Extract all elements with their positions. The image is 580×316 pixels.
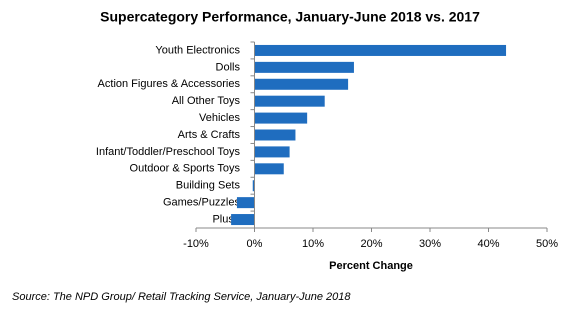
x-tick-label: -10%: [183, 238, 209, 250]
x-tick-label: 10%: [302, 238, 324, 250]
y-tick-label: Infant/Toddler/Preschool Toys: [96, 146, 241, 158]
y-tick-label: Youth Electronics: [155, 44, 240, 56]
x-tick-label: 0%: [247, 238, 263, 250]
y-tick-label: Dolls: [216, 61, 241, 73]
bar: [254, 129, 296, 141]
y-tick-label: Vehicles: [199, 112, 240, 124]
bar: [254, 95, 325, 107]
x-tick-label: 40%: [477, 238, 499, 250]
x-tick-label: 50%: [536, 238, 558, 250]
bar: [254, 146, 290, 158]
bar: [252, 180, 255, 192]
bar: [254, 61, 354, 73]
y-tick-label: Action Figures & Accessories: [98, 78, 241, 90]
y-tick-label: Arts & Crafts: [178, 129, 241, 141]
bar: [254, 112, 308, 124]
y-tick-label: Outdoor & Sports Toys: [130, 163, 241, 175]
x-axis-label: Percent Change: [329, 260, 413, 272]
bar: [236, 197, 255, 209]
bar: [254, 44, 507, 56]
y-tick-label: All Other Toys: [172, 95, 241, 107]
y-tick-label: Building Sets: [176, 180, 241, 192]
x-tick-label: 30%: [419, 238, 441, 250]
x-tick-label: 20%: [360, 238, 382, 250]
source-note: Source: The NPD Group/ Retail Tracking S…: [12, 291, 351, 303]
bar: [231, 214, 255, 226]
bar: [254, 78, 349, 90]
y-tick-label: Games/Puzzles: [163, 197, 241, 209]
bar: [254, 163, 284, 175]
chart-title: Supercategory Performance, January-June …: [100, 9, 480, 25]
